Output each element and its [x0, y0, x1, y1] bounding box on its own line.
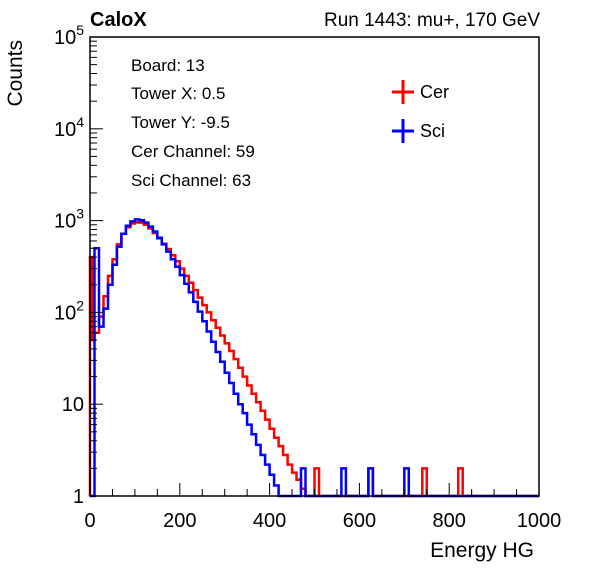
legend-marker-cer — [392, 80, 414, 104]
x-tick-label: 600 — [343, 510, 376, 532]
info-tower-y: Tower Y: -9.5 — [131, 113, 230, 132]
x-tick-label: 200 — [163, 510, 196, 532]
y-tick-label: 103 — [54, 206, 84, 233]
info-cer-channel: Cer Channel: 59 — [131, 142, 255, 161]
y-axis-ticks: 1 10 102 103 104 105 — [54, 22, 103, 508]
x-axis-ticks: 0 200 400 600 800 1000 — [84, 483, 561, 532]
legend-marker-sci — [392, 119, 414, 143]
x-axis-label: Energy HG — [430, 539, 534, 562]
legend: Cer Sci — [392, 80, 449, 143]
chart-title-left: CaloX — [90, 9, 147, 31]
y-tick-label: 1 — [73, 486, 84, 508]
info-sci-channel: Sci Channel: 63 — [131, 171, 251, 190]
y-tick-label: 105 — [54, 22, 84, 49]
info-tower-x: Tower X: 0.5 — [131, 84, 226, 103]
x-tick-label: 400 — [253, 510, 286, 532]
legend-label-cer: Cer — [420, 82, 449, 102]
legend-label-sci: Sci — [420, 121, 445, 141]
info-box: Board: 13 Tower X: 0.5 Tower Y: -9.5 Cer… — [131, 56, 255, 190]
x-tick-label: 0 — [84, 510, 95, 532]
y-axis-label: Counts — [4, 40, 27, 107]
y-tick-label: 102 — [54, 297, 84, 324]
x-tick-label: 1000 — [517, 510, 562, 532]
chart-title-right: Run 1443: mu+, 170 GeV — [324, 10, 540, 31]
info-board: Board: 13 — [131, 56, 205, 75]
y-tick-label: 10 — [62, 394, 84, 416]
y-tick-label: 104 — [54, 114, 84, 141]
x-tick-label: 800 — [433, 510, 466, 532]
